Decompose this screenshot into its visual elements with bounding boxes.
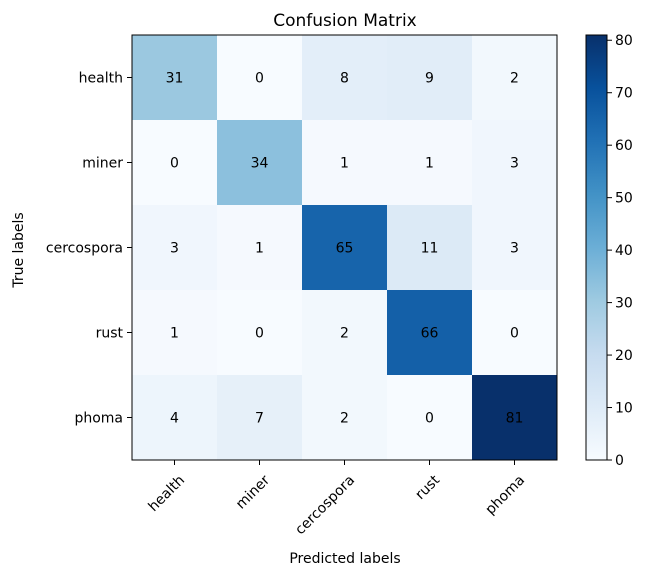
heatmap-cell	[472, 120, 558, 206]
heatmap-cell	[217, 35, 303, 121]
cell-value-label: 34	[251, 156, 269, 172]
heatmap-cell	[302, 375, 388, 461]
heatmap-cell	[132, 35, 218, 121]
cell-value-label: 3	[510, 241, 519, 257]
y-tick-label: health	[79, 71, 123, 87]
heatmap-cell	[132, 120, 218, 206]
cell-value-label: 31	[166, 71, 184, 87]
colorbar-tick-label: 50	[615, 191, 633, 207]
cell-value-label: 1	[340, 156, 349, 172]
heatmap-cell	[217, 120, 303, 206]
cell-value-label: 8	[340, 71, 349, 87]
y-axis-label: True labels	[11, 212, 27, 288]
y-tick-label: phoma	[74, 411, 123, 427]
heatmap-cell	[387, 205, 473, 291]
heatmap-cell	[217, 290, 303, 376]
cell-value-label: 9	[425, 71, 434, 87]
cell-value-label: 2	[340, 411, 349, 427]
heatmap-cell	[217, 205, 303, 291]
heatmap-cell	[302, 120, 388, 206]
cell-value-label: 1	[255, 241, 264, 257]
cell-value-label: 66	[421, 326, 439, 342]
heatmap-cell	[302, 205, 388, 291]
heatmap-cell	[472, 205, 558, 291]
cell-value-label: 0	[255, 71, 264, 87]
colorbar	[585, 34, 608, 461]
colorbar-tick-label: 30	[615, 296, 633, 312]
heatmap-cell	[302, 290, 388, 376]
heatmap-cell	[472, 35, 558, 121]
heatmap-cell	[132, 290, 218, 376]
heatmap-cell	[132, 375, 218, 461]
cell-value-label: 2	[510, 71, 519, 87]
cell-value-label: 0	[510, 326, 519, 342]
heatmap-cell	[387, 290, 473, 376]
cell-value-label: 81	[506, 411, 524, 427]
cell-value-label: 1	[170, 326, 179, 342]
cell-value-label: 11	[421, 241, 439, 257]
cell-value-label: 1	[425, 156, 434, 172]
heatmap-cell	[387, 375, 473, 461]
heatmap-cells	[132, 35, 558, 461]
heatmap-cell	[387, 35, 473, 121]
cell-value-label: 3	[170, 241, 179, 257]
heatmap-cell	[472, 290, 558, 376]
cell-value-label: 4	[170, 411, 179, 427]
colorbar-tick-label: 20	[615, 348, 633, 364]
cell-value-label: 0	[425, 411, 434, 427]
colorbar-tick-label: 40	[615, 243, 633, 259]
y-tick-label: rust	[96, 326, 124, 342]
x-tick-label: rust	[412, 472, 443, 503]
x-tick-label: health	[145, 472, 188, 515]
x-tick-label: miner	[233, 472, 273, 512]
y-axis-ticks: health miner cercospora rust phoma	[46, 71, 132, 427]
y-tick-label: miner	[82, 156, 123, 172]
x-axis-label: Predicted labels	[289, 551, 400, 567]
colorbar-tick-label: 70	[615, 86, 633, 102]
colorbar-tick-label: 10	[615, 401, 633, 417]
heatmap-cell	[132, 205, 218, 291]
cell-value-label: 0	[170, 156, 179, 172]
heatmap-cell	[472, 375, 558, 461]
cell-value-label: 0	[255, 326, 264, 342]
cell-value-label: 2	[340, 326, 349, 342]
x-tick-label: cercospora	[292, 472, 358, 538]
cell-value-label: 7	[255, 411, 264, 427]
x-axis-ticks: health miner cercospora rust phoma	[145, 460, 528, 538]
cell-value-label: 3	[510, 156, 519, 172]
colorbar-tick-label: 0	[615, 453, 624, 469]
colorbar-ticks: 0 10 20 30 40 50 60 70 80	[607, 33, 633, 469]
chart-title: Confusion Matrix	[273, 11, 417, 31]
x-tick-label: phoma	[482, 472, 528, 518]
colorbar-tick-label: 60	[615, 138, 633, 154]
colorbar-tick-label: 80	[615, 33, 633, 49]
heatmap-cell	[387, 120, 473, 206]
cell-value-labels: 31 0 8 9 20 34 1 1 33 1 65 11 31 0 2 66 04 7 2 0 81	[166, 71, 524, 427]
y-tick-label: cercospora	[46, 241, 123, 257]
heatmap-cell	[217, 375, 303, 461]
cell-value-label: 65	[336, 241, 354, 257]
heatmap-cell	[302, 35, 388, 121]
